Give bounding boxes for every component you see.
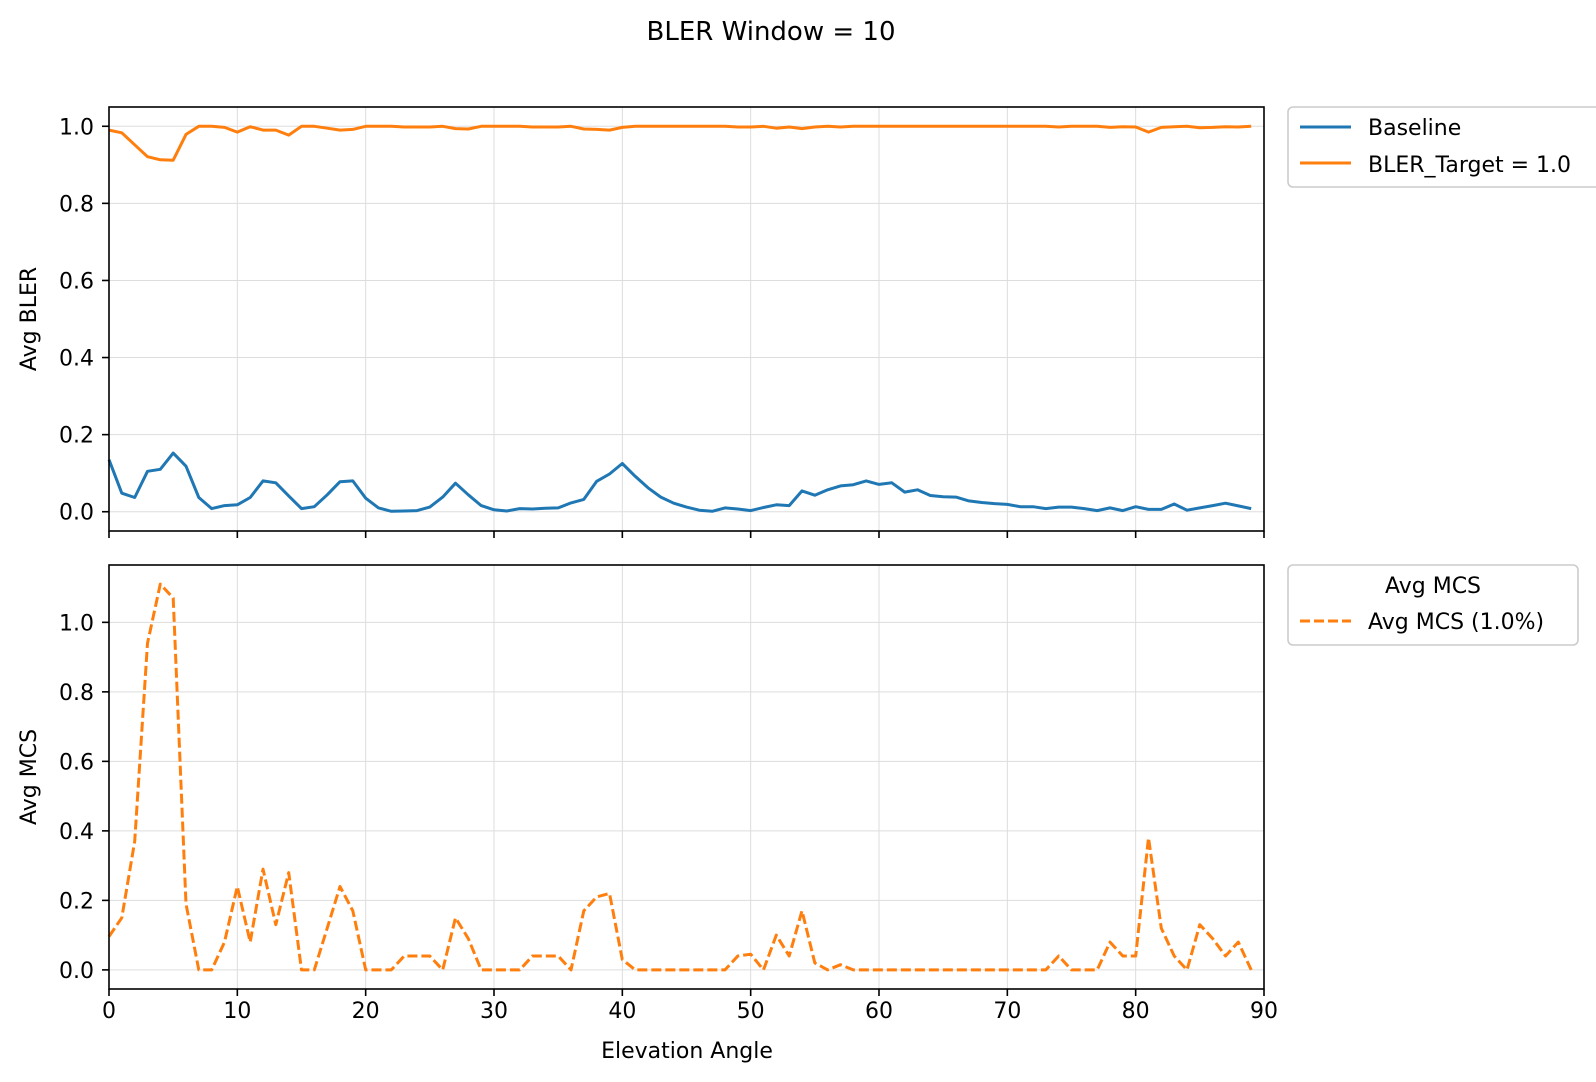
top-panel: 0.0 0.2 0.4 0.6 0.8 1.0 Avg BLER (17, 106, 1265, 538)
x-tick-label: 90 (1250, 999, 1278, 1024)
bottom-axes-frame (108, 564, 1265, 990)
y-tick-label: 1.0 (59, 611, 94, 636)
y-tick-label: 0.0 (59, 501, 94, 526)
top-grid (109, 107, 1264, 531)
bottom-y-axis-label: Avg MCS (17, 729, 42, 825)
y-tick-label: 0.4 (59, 347, 94, 372)
x-tick-label: 70 (993, 999, 1021, 1024)
x-tick-label: 30 (480, 999, 508, 1024)
top-plot-area (107, 124, 1252, 513)
x-tick-label: 10 (223, 999, 251, 1024)
y-tick-label: 0.0 (59, 959, 94, 984)
bottom-legend-box (1287, 564, 1579, 646)
bottom-x-axis: 0 10 20 30 40 50 60 70 80 90 (102, 989, 1278, 1024)
top-y-axis: 0.0 0.2 0.4 0.6 0.8 1.0 (59, 115, 109, 526)
y-tick-label: 0.4 (59, 820, 94, 845)
y-tick-label: 0.2 (59, 424, 94, 449)
y-tick-label: 0.6 (59, 750, 94, 775)
top-x-axis (108, 531, 1265, 538)
y-tick-label: 0.6 (59, 269, 94, 294)
bottom-panel: 0.0 0.2 0.4 0.6 0.8 1.0 0 10 20 30 40 50 60 70 80 90 A… (17, 564, 1278, 1064)
top-axes-frame (108, 106, 1265, 532)
series-line-baseline (107, 451, 1252, 513)
top-y-axis-label: Avg BLER (17, 267, 42, 371)
bottom-grid (109, 565, 1264, 989)
series-line-bler-target-1-0 (108, 124, 1252, 162)
x-tick-label: 40 (608, 999, 636, 1024)
y-tick-label: 0.8 (59, 192, 94, 217)
series-line-avg-mcs-1-0 (107, 582, 1253, 972)
y-tick-label: 1.0 (59, 115, 94, 140)
top-legend-box (1287, 106, 1596, 188)
y-tick-label: 0.8 (59, 681, 94, 706)
figure-title: BLER Window = 10 (647, 17, 896, 47)
legend-label-target: BLER_Target = 1.0 (1368, 153, 1571, 178)
bottom-y-axis: 0.0 0.2 0.4 0.6 0.8 1.0 (59, 611, 109, 984)
x-tick-label: 60 (865, 999, 893, 1024)
legend-label-avg-mcs: Avg MCS (1.0%) (1368, 610, 1544, 635)
bottom-legend: Avg MCS Avg MCS (1.0%) (1287, 564, 1579, 646)
x-tick-label: 0 (102, 999, 116, 1024)
legend-label-baseline: Baseline (1368, 116, 1461, 141)
x-tick-label: 50 (737, 999, 765, 1024)
x-tick-label: 20 (352, 999, 380, 1024)
bottom-legend-title: Avg MCS (1385, 574, 1481, 599)
bottom-plot-area (107, 582, 1253, 972)
y-tick-label: 0.2 (59, 889, 94, 914)
x-tick-label: 80 (1122, 999, 1150, 1024)
x-axis-label: Elevation Angle (601, 1039, 773, 1064)
top-legend: Baseline BLER_Target = 1.0 (1287, 106, 1596, 188)
